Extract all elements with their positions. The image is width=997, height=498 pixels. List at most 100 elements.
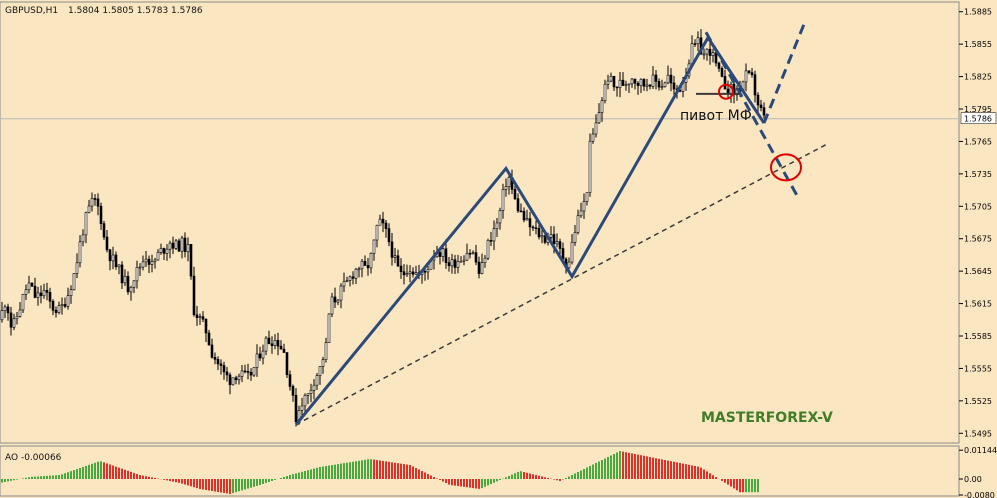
candle-body: [252, 367, 256, 376]
candle-body: [759, 104, 763, 109]
candle-body: [651, 74, 655, 87]
candle-body: [411, 271, 415, 275]
candle-body: [657, 81, 661, 88]
candle-body: [381, 218, 385, 224]
candle-body: [270, 343, 274, 346]
candle-body: [114, 254, 118, 268]
candle-body: [51, 300, 55, 311]
candle-body: [414, 272, 418, 275]
candle-body: [186, 243, 190, 253]
candle-body: [78, 241, 82, 264]
candle-body: [462, 259, 466, 262]
candle-body: [627, 83, 631, 86]
ao-histogram: [1, 451, 759, 494]
candle-body: [150, 261, 154, 265]
candle-body: [438, 252, 442, 257]
candle-body: [549, 234, 553, 238]
candle-body: [27, 282, 31, 291]
candle-body: [189, 243, 193, 277]
candle-body: [309, 390, 313, 394]
candle-body: [537, 227, 541, 238]
candle-body: [354, 268, 358, 279]
candle-body: [720, 68, 724, 77]
candle-body: [12, 318, 16, 328]
candle-body: [540, 235, 544, 238]
candle-body: [489, 240, 493, 242]
candle-body: [591, 133, 595, 142]
candle-body: [726, 88, 730, 94]
candle-body: [723, 76, 727, 90]
candle-body: [156, 252, 160, 261]
candle-body: [471, 252, 475, 254]
candle-body: [237, 375, 241, 381]
candle-body: [105, 236, 109, 251]
candle-body: [81, 234, 85, 243]
candle-body: [753, 74, 757, 96]
svg-text:1.5786: 1.5786: [964, 115, 992, 124]
candle-body: [468, 252, 472, 255]
price-tick-label: 1.5675: [964, 235, 992, 244]
candle-body: [615, 86, 619, 89]
candle-body: [459, 260, 463, 263]
candle-body: [195, 314, 199, 318]
candle-body: [306, 393, 310, 396]
candle-body: [390, 241, 394, 258]
ao-title: AO -0.00066: [5, 453, 62, 463]
breakout-circle-marker: [770, 153, 802, 182]
candle-body: [57, 305, 61, 313]
candle-body: [399, 265, 403, 272]
candle-body: [570, 242, 574, 263]
candle-body: [288, 374, 292, 387]
candle-body: [315, 375, 319, 386]
candle-body: [216, 359, 220, 365]
candle-body: [522, 210, 526, 221]
candle-body: [138, 266, 142, 269]
candle-body: [276, 340, 280, 347]
candle-body: [66, 295, 70, 307]
candle-body: [234, 377, 238, 381]
candle-body: [456, 260, 460, 268]
candle-body: [507, 177, 511, 187]
candle-body: [0, 310, 4, 321]
candle-body: [24, 289, 28, 295]
candle-body: [750, 72, 754, 75]
candle-body: [561, 248, 565, 260]
candle-body: [123, 276, 127, 284]
ao-plot-frame: [0, 445, 960, 497]
candle-body: [441, 248, 445, 257]
candle-body: [426, 269, 430, 273]
candle-body: [111, 254, 115, 262]
candlesticks: [0, 29, 766, 427]
candle-body: [648, 84, 652, 87]
main-panel[interactable]: 1.5885 1.5855 1.5825 1.5795 1.5765 1.5735 1.57…: [0, 1, 997, 444]
candle-body: [348, 276, 352, 281]
candle-body: [255, 353, 259, 368]
candle-body: [321, 359, 325, 367]
candle-body: [660, 86, 664, 88]
candle-body: [423, 270, 427, 273]
candle-body: [345, 280, 349, 282]
candle-body: [357, 268, 361, 271]
candle-body: [84, 212, 88, 236]
candle-body: [363, 260, 367, 266]
candle-body: [606, 80, 610, 85]
candle-body: [87, 205, 91, 213]
candle-body: [501, 189, 505, 211]
price-tick-label: 1.5495: [964, 429, 992, 438]
candle-body: [711, 52, 715, 56]
ao-panel[interactable]: AO -0.00066 0.01144 0.00 -0.0080: [0, 445, 997, 498]
candle-body: [201, 316, 205, 320]
candle-body: [486, 240, 490, 259]
ohlc-header: 1.5804 1.5805 1.5783 1.5786: [68, 6, 203, 16]
candle-body: [177, 240, 181, 252]
price-tick-label: 1.5615: [964, 300, 992, 309]
candle-body: [474, 252, 478, 263]
candle-body: [159, 248, 163, 253]
candle-body: [318, 366, 322, 376]
current-price-label: 1.5786: [960, 112, 997, 124]
candle-body: [249, 371, 253, 376]
zigzag-line: [294, 34, 766, 426]
candle-body: [72, 273, 76, 291]
candle-body: [108, 249, 112, 262]
